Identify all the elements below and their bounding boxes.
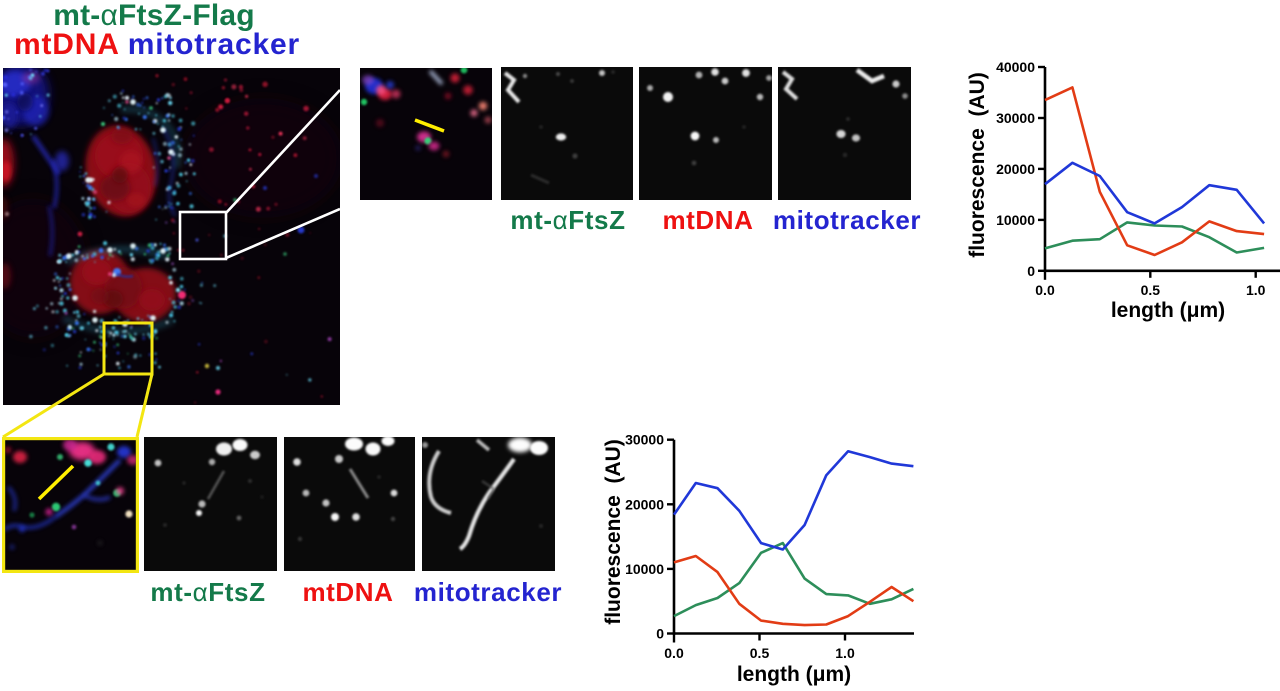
svg-text:0.5: 0.5 xyxy=(750,645,770,661)
svg-text:30000: 30000 xyxy=(996,110,1035,126)
svg-text:10000: 10000 xyxy=(996,212,1035,228)
svg-text:0: 0 xyxy=(1027,263,1035,279)
svg-text:1.0: 1.0 xyxy=(1246,282,1266,298)
svg-text:1.0: 1.0 xyxy=(835,645,855,661)
svg-text:20000: 20000 xyxy=(625,496,664,512)
svg-text:0.0: 0.0 xyxy=(1035,282,1055,298)
svg-text:length (μm): length (μm) xyxy=(1111,299,1225,322)
svg-text:10000: 10000 xyxy=(625,561,664,577)
svg-text:length (μm): length (μm) xyxy=(737,663,851,686)
svg-text:20000: 20000 xyxy=(996,161,1035,177)
svg-text:30000: 30000 xyxy=(625,432,664,448)
svg-text:0.5: 0.5 xyxy=(1141,282,1161,298)
svg-text:fluorescence (AU): fluorescence (AU) xyxy=(966,72,989,258)
svg-text:0.0: 0.0 xyxy=(664,645,684,661)
svg-text:0: 0 xyxy=(656,626,664,642)
svg-text:fluorescence (AU): fluorescence (AU) xyxy=(602,439,625,625)
svg-text:40000: 40000 xyxy=(996,59,1035,75)
